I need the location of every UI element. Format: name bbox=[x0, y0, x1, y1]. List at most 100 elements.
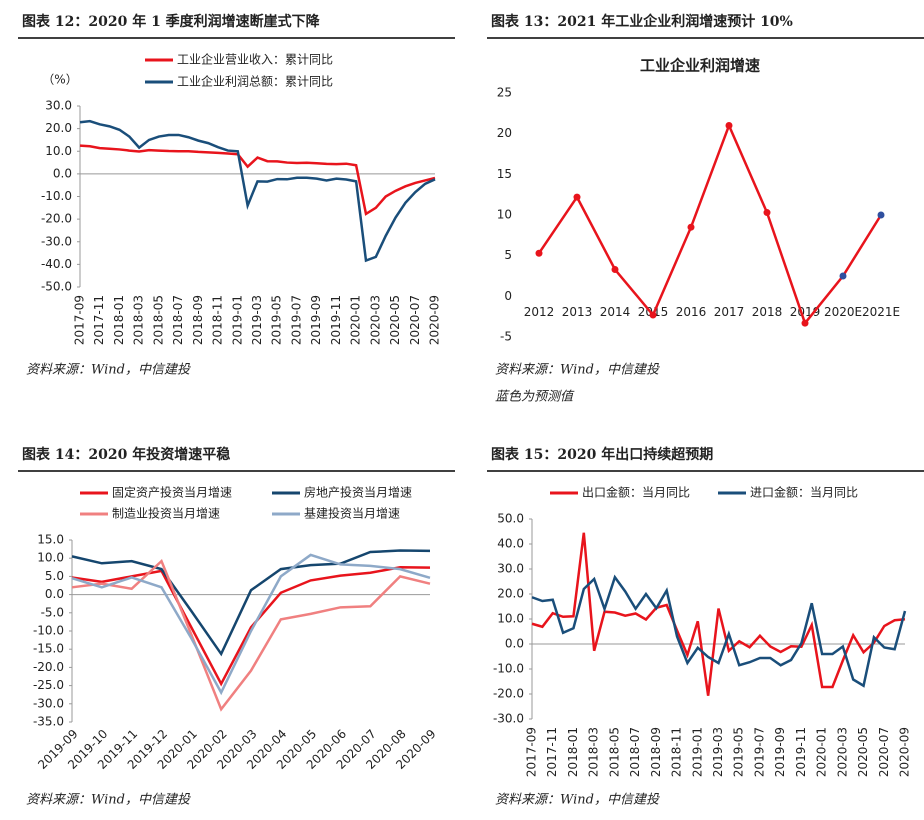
y-tick-label: -20.0 bbox=[493, 687, 524, 701]
x-tick-label: 2018 bbox=[752, 305, 783, 319]
x-tick-label: 2020-09 bbox=[428, 295, 442, 345]
x-tick-label: 2018-09 bbox=[649, 727, 663, 777]
y-tick-label: -10.0 bbox=[41, 189, 72, 203]
source: 资料来源：Wind，中信建投 bbox=[495, 793, 660, 808]
y-tick-label: 10.0 bbox=[45, 144, 72, 158]
x-tick-label: 2018-05 bbox=[607, 727, 621, 777]
series-line bbox=[71, 553, 431, 696]
x-tick-label: 2020-09 bbox=[898, 727, 912, 777]
x-tick-label: 2018-11 bbox=[670, 727, 684, 777]
y-tick-label: -5 bbox=[500, 330, 512, 344]
legend-label: 基建投资当月增速 bbox=[304, 506, 400, 521]
x-tick-label: 2020-03 bbox=[835, 727, 849, 777]
x-tick-label: 2017-09 bbox=[525, 727, 539, 777]
y-tick-label: 5 bbox=[504, 248, 512, 262]
y-tick-label: -50.0 bbox=[41, 280, 72, 294]
source: 资料来源：Wind，中信建投 bbox=[495, 363, 660, 378]
x-tick-label: 2019-09 bbox=[773, 727, 787, 777]
y-tick-label: 0.0 bbox=[53, 166, 72, 180]
series-line bbox=[71, 558, 431, 712]
caption: 图表 14：2020 年投资增速平稳 bbox=[22, 446, 230, 463]
x-tick-label: 2020-05 bbox=[388, 295, 402, 345]
legend-label: 固定资产投资当月增速 bbox=[112, 485, 232, 500]
y-tick-label: -30.0 bbox=[33, 696, 64, 710]
point bbox=[649, 311, 657, 319]
legend-label: 出口金额：当月同比 bbox=[582, 485, 690, 500]
x-tick-label: 2019-03 bbox=[711, 727, 725, 777]
point bbox=[535, 249, 543, 257]
y-tick-label: 25 bbox=[497, 86, 512, 100]
y-tick-label: 10.0 bbox=[497, 612, 524, 626]
caption: 图表 12：2020 年 1 季度利润增速断崖式下降 bbox=[22, 13, 321, 30]
x-tick-label: 2019-01 bbox=[690, 727, 704, 777]
y-tick-label: 0 bbox=[504, 289, 512, 303]
point bbox=[877, 211, 885, 219]
x-tick-label: 2020-01 bbox=[349, 295, 363, 345]
y-tick-label: -5.0 bbox=[41, 605, 64, 619]
x-tick-label: 2018-05 bbox=[151, 295, 165, 345]
y-tick-label: 40.0 bbox=[497, 537, 524, 551]
x-tick-label: 2014 bbox=[600, 305, 631, 319]
x-tick-label: 2020-03 bbox=[368, 295, 382, 345]
x-tick-label: 2021E bbox=[862, 305, 900, 319]
legend-label: 进口金额：当月同比 bbox=[750, 485, 858, 500]
x-tick-label: 2020-01 bbox=[815, 727, 829, 777]
series-line bbox=[71, 566, 431, 687]
point bbox=[763, 209, 771, 217]
x-tick-label: 2019-07 bbox=[752, 727, 766, 777]
x-tick-label: 2018-07 bbox=[628, 727, 642, 777]
y-tick-label: -30.0 bbox=[41, 234, 72, 248]
x-tick-label: 2018-01 bbox=[566, 727, 580, 777]
y-tick-label: 20.0 bbox=[45, 121, 72, 135]
series-line bbox=[531, 574, 907, 688]
point bbox=[839, 272, 847, 280]
x-tick-label: 2020-07 bbox=[408, 295, 422, 345]
point bbox=[725, 122, 733, 130]
x-tick-label: 2019-01 bbox=[230, 295, 244, 345]
series-line bbox=[79, 144, 436, 216]
y-tick-label: 15 bbox=[497, 167, 512, 181]
x-tick-label: 2016 bbox=[676, 305, 707, 319]
y-tick-label: 15.0 bbox=[37, 533, 64, 547]
x-tick-label: 2019-09 bbox=[309, 295, 323, 345]
y-tick-label: -10.0 bbox=[33, 624, 64, 638]
x-tick-label: 2018-03 bbox=[587, 727, 601, 777]
x-tick-label: 2017-11 bbox=[545, 727, 559, 777]
y-tick-label: -40.0 bbox=[41, 257, 72, 271]
source: 资料来源：Wind，中信建投 bbox=[26, 363, 191, 378]
x-tick-label: 2019-05 bbox=[270, 295, 284, 345]
y-tick-label: -10.0 bbox=[493, 662, 524, 676]
x-tick-label: 2018-11 bbox=[211, 295, 225, 345]
y-tick-label: -20.0 bbox=[33, 660, 64, 674]
point bbox=[611, 265, 619, 273]
x-tick-label: 2018-09 bbox=[191, 295, 205, 345]
series-line bbox=[537, 122, 883, 326]
y-tick-label: 20.0 bbox=[497, 587, 524, 601]
y-tick-label: 50.0 bbox=[497, 512, 524, 526]
x-tick-label: 2019-11 bbox=[329, 295, 343, 345]
point bbox=[801, 319, 809, 327]
y-tick-label: 10.0 bbox=[37, 551, 64, 565]
chart-title: 工业企业利润增速 bbox=[640, 57, 760, 75]
legend-label: 制造业投资当月增速 bbox=[112, 506, 220, 521]
x-tick-label: 2020-07 bbox=[877, 727, 891, 777]
legend-label: 房地产投资当月增速 bbox=[304, 485, 412, 500]
y-tick-label: -15.0 bbox=[33, 642, 64, 656]
y-label: （%） bbox=[42, 73, 77, 87]
point bbox=[573, 193, 581, 201]
y-tick-label: 20 bbox=[497, 126, 512, 140]
y-tick-label: -20.0 bbox=[41, 212, 72, 226]
caption: 图表 13：2021 年工业企业利润增速预计 10% bbox=[491, 13, 793, 30]
legend-label: 工业企业利润总额：累计同比 bbox=[177, 74, 333, 89]
x-tick-label: 2020E bbox=[824, 305, 862, 319]
series-line bbox=[531, 532, 906, 696]
x-tick-label: 2012 bbox=[524, 305, 555, 319]
x-tick-label: 2017 bbox=[714, 305, 745, 319]
y-tick-label: 0.0 bbox=[45, 587, 64, 601]
y-tick-label: -30.0 bbox=[493, 712, 524, 726]
x-tick-label: 2019-07 bbox=[289, 295, 303, 345]
x-tick-label: 2013 bbox=[562, 305, 593, 319]
y-tick-label: 0.0 bbox=[505, 637, 524, 651]
note: 蓝色为预测值 bbox=[495, 390, 575, 405]
